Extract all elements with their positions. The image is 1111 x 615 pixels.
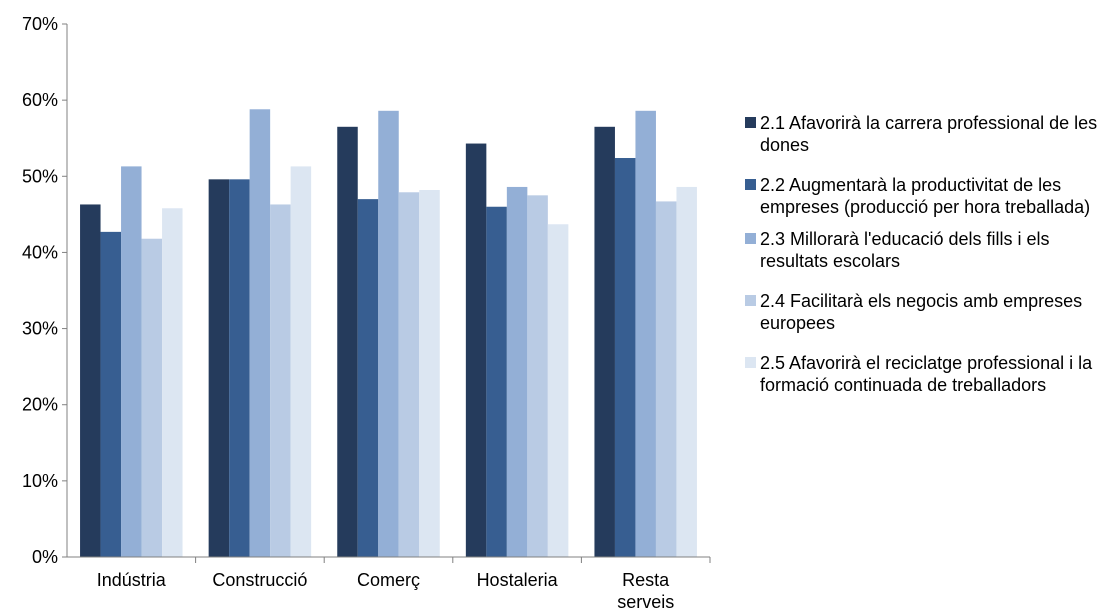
- bar: [655, 201, 677, 558]
- y-tick-label: 0%: [32, 547, 58, 567]
- bar: [398, 192, 420, 558]
- bar: [676, 186, 697, 557]
- legend-swatch: [745, 233, 756, 244]
- x-tick-label: Hostaleria: [477, 570, 559, 590]
- legend-item: 2.5 Afavorirà el reciclatge professional…: [745, 352, 1107, 396]
- x-tick-label: Resta serveis: [617, 570, 674, 612]
- legend: 2.1 Afavorirà la carrera professional de…: [745, 112, 1107, 396]
- bar: [357, 199, 379, 557]
- legend-label: 2.4 Facilitarà els negocis amb empreses …: [760, 291, 1083, 333]
- bar: [527, 195, 548, 558]
- legend-label: 2.1 Afavorirà la carrera professional de…: [760, 113, 1098, 155]
- bar: [614, 158, 636, 558]
- bar: [465, 143, 487, 557]
- bar: [208, 179, 230, 557]
- bar: [506, 186, 528, 557]
- bar: [594, 126, 615, 558]
- legend-item: 2.3 Millorarà l'educació dels fills i el…: [745, 228, 1107, 272]
- bar-chart: 0% 10% 20% 30% 40% 50% 60% 70% Indústria Constru…: [22, 14, 711, 612]
- legend-label: 2.2 Augmentarà la productivitat de les e…: [760, 175, 1091, 217]
- bar: [270, 204, 291, 558]
- y-tick-label: 30%: [22, 319, 58, 339]
- legend-swatch: [745, 117, 756, 128]
- x-axis: Indústria Construcció Comerç Hostaleria Rest…: [97, 557, 711, 612]
- bar: [337, 126, 358, 558]
- bar: [290, 166, 312, 557]
- legend-item: 2.2 Augmentarà la productivitat de les e…: [745, 174, 1107, 218]
- bar: [162, 208, 183, 557]
- legend-swatch: [745, 357, 756, 368]
- bar: [100, 231, 122, 557]
- y-tick-label: 20%: [22, 395, 58, 415]
- bar: [249, 109, 271, 557]
- bar: [378, 110, 399, 557]
- legend-item: 2.1 Afavorirà la carrera professional de…: [745, 112, 1107, 156]
- x-tick-label: Construcció: [212, 570, 307, 590]
- legend-swatch: [745, 179, 756, 190]
- y-tick-label: 10%: [22, 471, 58, 491]
- x-tick-label: Indústria: [97, 570, 167, 590]
- bars-layer: [80, 109, 697, 558]
- bar: [80, 204, 101, 558]
- y-tick-label: 70%: [22, 14, 58, 34]
- y-tick-label: 50%: [22, 166, 58, 186]
- legend-label: 2.3 Millorarà l'educació dels fills i el…: [760, 229, 1050, 271]
- legend-swatch: [745, 295, 756, 306]
- y-tick-label: 60%: [22, 90, 58, 110]
- legend-label: 2.5 Afavorirà el reciclatge professional…: [760, 353, 1093, 395]
- x-tick-label: Comerç: [357, 570, 420, 590]
- bar: [121, 166, 142, 557]
- legend-item: 2.4 Facilitarà els negocis amb empreses …: [745, 290, 1107, 334]
- bar: [419, 189, 440, 557]
- bar: [547, 224, 569, 557]
- y-tick-label: 40%: [22, 242, 58, 262]
- bar: [229, 179, 250, 557]
- y-axis: 0% 10% 20% 30% 40% 50% 60% 70%: [22, 14, 67, 567]
- bar: [486, 206, 507, 557]
- bar: [141, 238, 163, 558]
- bar: [635, 110, 656, 557]
